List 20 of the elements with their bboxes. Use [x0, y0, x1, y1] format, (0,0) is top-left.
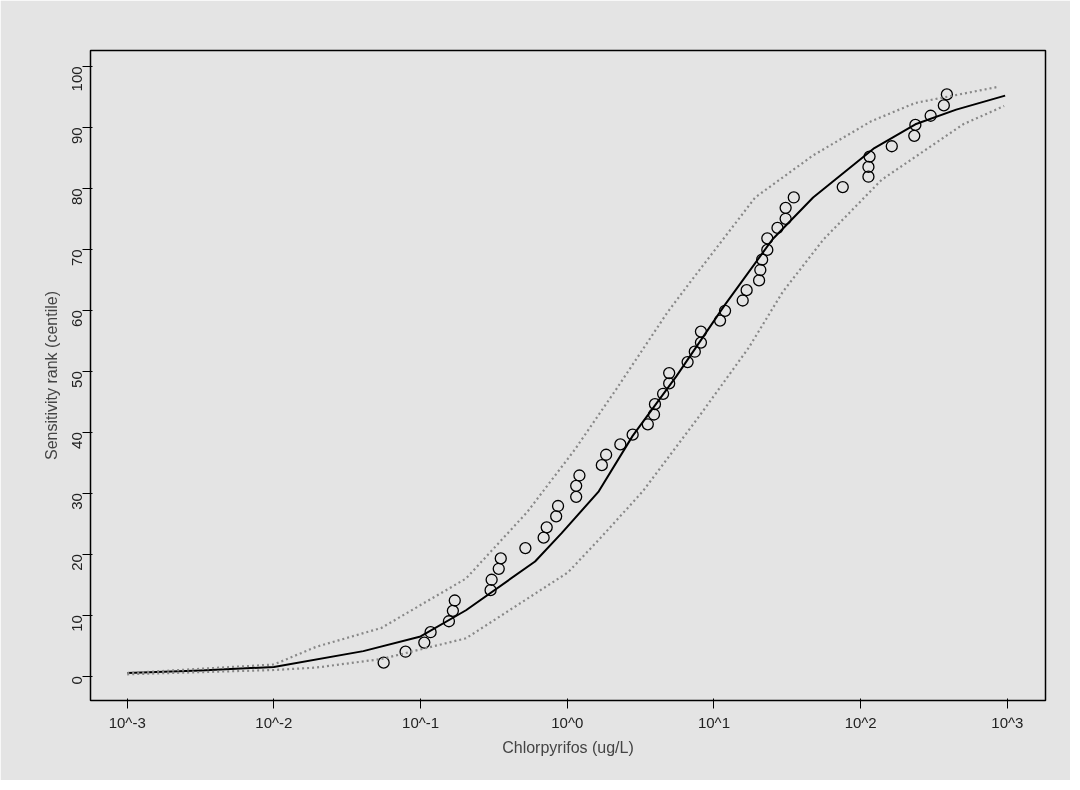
y-tick-label: 10: [68, 615, 86, 632]
y-tick-label: 90: [68, 127, 86, 145]
y-tick-label: 70: [68, 249, 86, 266]
x-tick-label: 10^2: [844, 713, 877, 731]
x-tick-label: 10^-1: [402, 713, 440, 731]
x-tick-label: 10^1: [697, 713, 731, 731]
x-tick-label: 10^3: [991, 713, 1024, 731]
y-tick-label: 50: [68, 371, 86, 388]
x-axis-title: Chlorpyrifos (ug/L): [502, 738, 634, 756]
y-tick-label: 100: [68, 66, 86, 92]
x-tick-label: 10^-2: [255, 713, 293, 731]
y-tick-label: 0: [68, 676, 86, 685]
y-tick-label: 60: [68, 310, 86, 327]
y-axis-title: Sensitivity rank (centile): [42, 291, 60, 460]
x-tick-label: 10^-3: [108, 713, 146, 731]
y-tick-label: 20: [68, 554, 86, 571]
y-tick-label: 30: [68, 493, 86, 510]
y-tick-label: 40: [68, 432, 86, 449]
y-tick-label: 80: [68, 188, 86, 205]
x-tick-label: 10^0: [551, 713, 584, 731]
